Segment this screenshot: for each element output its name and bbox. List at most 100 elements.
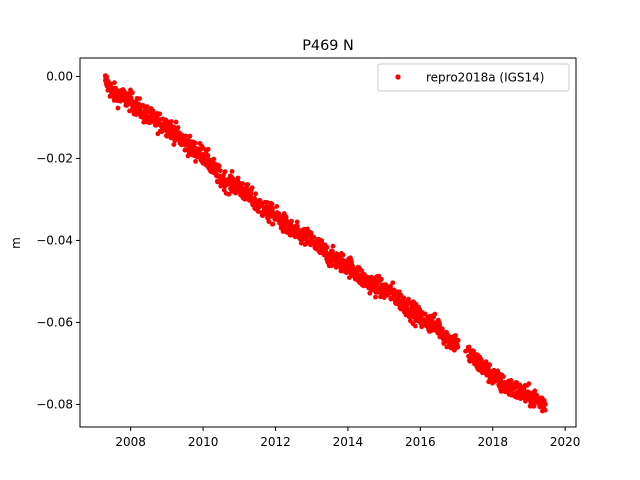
- x-tick-label: 2014: [333, 435, 364, 449]
- data-point: [426, 320, 432, 325]
- x-tick-label: 2016: [405, 435, 436, 449]
- data-point: [200, 151, 206, 157]
- data-point: [401, 295, 407, 301]
- data-point: [218, 176, 224, 182]
- data-point: [336, 258, 342, 264]
- data-point: [295, 223, 300, 229]
- data-point: [270, 206, 276, 211]
- data-point: [146, 115, 152, 120]
- data-point: [379, 276, 384, 282]
- data-point: [128, 98, 134, 104]
- data-point: [381, 287, 387, 293]
- data-point: [205, 153, 211, 158]
- data-point: [372, 283, 378, 288]
- data-point: [345, 262, 351, 268]
- data-point: [110, 90, 115, 96]
- data-point: [542, 402, 548, 407]
- data-point: [508, 385, 514, 391]
- data-point: [388, 283, 393, 289]
- data-point: [363, 279, 369, 284]
- data-point: [517, 389, 523, 395]
- plot-area-frame: [79, 57, 577, 428]
- data-point: [455, 344, 461, 350]
- data-point: [155, 119, 161, 124]
- x-tick-label: 2018: [477, 435, 508, 449]
- legend-label: repro2018a (IGS14): [426, 71, 544, 85]
- data-point: [324, 245, 330, 250]
- data-point: [226, 191, 232, 197]
- data-point: [211, 156, 217, 162]
- y-tick-label: 0.00: [46, 69, 73, 83]
- data-point: [112, 80, 117, 86]
- data-point: [436, 324, 441, 329]
- data-point: [453, 333, 459, 338]
- data-point: [390, 291, 396, 297]
- data-point: [119, 94, 125, 100]
- data-point: [289, 218, 294, 224]
- data-point: [329, 248, 335, 254]
- data-point: [259, 203, 265, 208]
- data-point: [542, 407, 548, 413]
- data-point: [327, 254, 333, 260]
- data-point: [236, 184, 242, 190]
- data-point: [373, 294, 378, 300]
- data-point: [264, 209, 269, 215]
- data-point: [193, 159, 198, 164]
- data-point: [270, 221, 276, 227]
- data-point: [144, 104, 150, 110]
- data-point: [240, 181, 245, 186]
- data-point: [354, 270, 360, 276]
- data-point: [269, 201, 275, 207]
- data-point: [164, 123, 170, 129]
- y-axis-label: m: [9, 237, 23, 249]
- data-point: [192, 140, 198, 146]
- data-point: [291, 229, 297, 235]
- x-axis: 2008 2010 2012 2014 2016 2018 2020: [115, 427, 580, 449]
- data-point: [318, 246, 324, 252]
- legend-marker: [395, 74, 401, 80]
- data-point: [463, 348, 468, 354]
- data-point: [329, 263, 335, 268]
- data-point: [168, 119, 174, 124]
- data-point: [183, 133, 189, 139]
- data-point: [432, 311, 438, 317]
- data-point: [422, 311, 428, 317]
- data-point: [229, 168, 235, 174]
- data-point: [137, 106, 143, 112]
- data-point: [245, 182, 251, 187]
- data-point: [309, 238, 315, 243]
- chart-title: P469 N: [302, 38, 354, 54]
- data-point: [273, 213, 278, 219]
- x-tick-label: 2012: [260, 435, 291, 449]
- data-point: [253, 191, 259, 197]
- data-point: [216, 163, 222, 169]
- data-point: [282, 221, 287, 227]
- data-point: [440, 326, 445, 332]
- data-point: [508, 378, 514, 383]
- data-point: [478, 356, 484, 362]
- data-point: [187, 133, 193, 139]
- data-point: [200, 145, 206, 151]
- data-point: [150, 108, 156, 114]
- data-point: [191, 147, 197, 153]
- data-point: [137, 96, 143, 101]
- data-point: [346, 275, 352, 280]
- data-point: [175, 125, 181, 130]
- data-point: [466, 344, 472, 350]
- x-tick-label: 2010: [188, 435, 219, 449]
- data-point: [490, 373, 496, 379]
- data-point: [249, 185, 255, 191]
- data-point: [129, 90, 135, 96]
- data-point: [417, 315, 423, 321]
- data-point: [102, 78, 108, 83]
- data-point: [227, 180, 233, 186]
- legend-box: [377, 63, 570, 92]
- y-tick-label: −0.02: [36, 151, 73, 165]
- data-points: [102, 73, 548, 414]
- data-point: [399, 299, 405, 305]
- data-point: [173, 119, 179, 125]
- data-point: [340, 252, 346, 258]
- data-point: [472, 356, 478, 362]
- data-point: [501, 374, 506, 380]
